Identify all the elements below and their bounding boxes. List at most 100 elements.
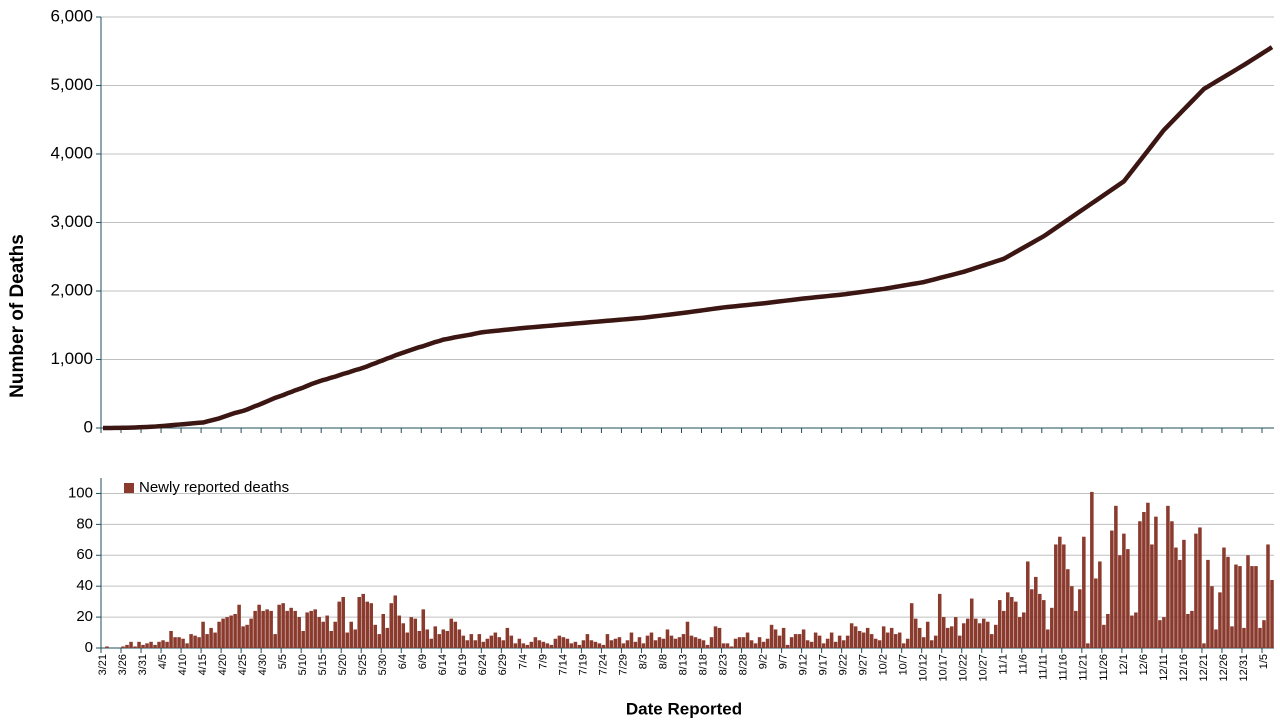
bar (601, 644, 606, 648)
bar (373, 624, 377, 648)
bar (1194, 533, 1198, 648)
bar (649, 632, 654, 648)
bar (157, 641, 161, 648)
bar (861, 632, 866, 648)
y-tick-label: 20 (76, 608, 93, 625)
bar (885, 632, 890, 648)
x-tick-label: 9/17 (818, 654, 830, 675)
bar (269, 610, 273, 648)
bar (1150, 544, 1154, 648)
bar (1058, 536, 1062, 648)
bar (225, 617, 229, 648)
bar (1182, 539, 1186, 648)
bar (437, 634, 442, 648)
bar (153, 644, 157, 648)
bar (585, 634, 590, 648)
bar (477, 634, 482, 648)
bar (701, 640, 706, 648)
bar (653, 640, 658, 648)
y-tick-label: 3,000 (50, 212, 93, 231)
bar (229, 615, 233, 648)
bar (205, 634, 209, 648)
bar (1098, 561, 1102, 648)
bar (217, 621, 221, 648)
bar (405, 632, 410, 648)
bar (549, 644, 554, 648)
bar (1254, 566, 1258, 648)
bar (277, 604, 281, 648)
bar (565, 638, 570, 648)
x-tick-label: 12/21 (1198, 654, 1210, 682)
bar (1110, 530, 1114, 648)
x-tick-label: 8/3 (637, 654, 649, 669)
x-tick-label: 4/5 (157, 654, 169, 669)
bar (629, 632, 634, 648)
bar (657, 637, 662, 648)
x-tick-label: 6/24 (477, 654, 489, 675)
bar (998, 600, 1002, 648)
bar (1178, 559, 1182, 648)
bar (361, 593, 365, 648)
bar (1094, 578, 1098, 648)
bar (145, 643, 149, 648)
bar (929, 640, 934, 648)
legend-label: Newly reported deaths (139, 479, 289, 496)
y-tick-label: 5,000 (50, 75, 93, 94)
bar (1210, 586, 1214, 648)
bar (1146, 502, 1150, 648)
x-tick-label: 9/12 (798, 654, 810, 675)
bar (401, 623, 406, 648)
bar (637, 637, 642, 648)
bar (1262, 620, 1266, 648)
bar (141, 644, 145, 648)
bar (557, 635, 562, 648)
x-tick-label: 5/10 (297, 654, 309, 675)
x-tick-label: 9/27 (858, 654, 870, 675)
bar (889, 627, 894, 648)
bar (253, 610, 257, 648)
x-tick-label: 7/29 (617, 654, 629, 675)
bar (313, 609, 317, 648)
bar (641, 643, 646, 648)
bar (625, 640, 630, 648)
x-tick-label: 6/14 (437, 654, 449, 675)
bar (717, 627, 722, 648)
bar (857, 631, 862, 648)
bar (697, 638, 702, 648)
bar (977, 623, 982, 648)
bar (1130, 615, 1134, 648)
bar (265, 609, 269, 648)
bar (1190, 610, 1194, 648)
bar (541, 641, 546, 648)
bar (345, 632, 349, 648)
x-tick-label: 4/10 (177, 654, 189, 675)
bar (749, 640, 754, 648)
bar (289, 607, 293, 648)
x-tick-label: 10/17 (938, 654, 950, 682)
bar (1162, 617, 1166, 648)
bar (445, 631, 450, 648)
x-tick-label: 12/31 (1238, 654, 1250, 682)
bar (994, 624, 998, 648)
x-axis-title: Date Reported (626, 699, 742, 718)
x-tick-label: 7/19 (577, 654, 589, 675)
bar (241, 626, 245, 648)
bar (841, 640, 846, 648)
bar (909, 603, 914, 648)
bar (285, 610, 289, 648)
x-tick-label: 9/22 (838, 654, 850, 675)
bar (189, 634, 193, 648)
bar (713, 626, 718, 648)
bar (525, 644, 530, 648)
bar (193, 635, 197, 648)
bar (305, 612, 309, 648)
legend-swatch (124, 483, 134, 493)
bar (829, 632, 834, 648)
x-tick-label: 5/15 (317, 654, 329, 675)
x-tick-label: 7/24 (597, 654, 609, 675)
x-tick-label: 5/5 (277, 654, 289, 669)
bar (933, 635, 938, 648)
bar (105, 646, 109, 648)
bar (605, 634, 610, 648)
y-tick-label: 6,000 (50, 6, 93, 25)
